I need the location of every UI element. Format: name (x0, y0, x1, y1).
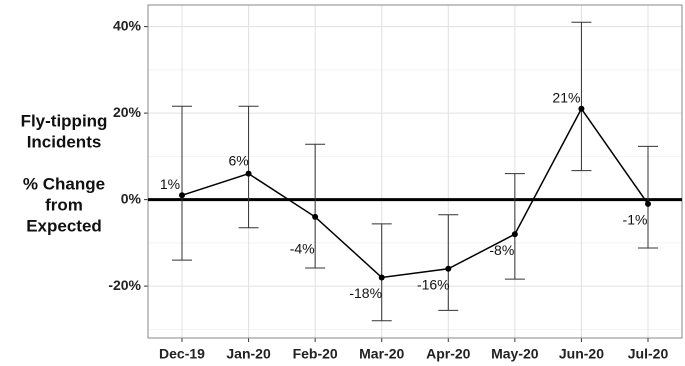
series-line (181, 107, 649, 279)
x-tick-label: Feb-20 (293, 346, 338, 362)
data-point (445, 265, 452, 272)
data-label: 1% (160, 176, 180, 192)
data-label: -8% (489, 242, 514, 258)
data-point (312, 213, 319, 220)
x-tick-label: Jun-20 (559, 346, 604, 362)
data-point (378, 274, 385, 281)
y-axis-label: Incidents (27, 132, 102, 151)
data-point (511, 231, 518, 238)
y-axis-label: from (45, 195, 83, 214)
x-tick-label: Jul-20 (628, 346, 669, 362)
y-tick-label: -20% (108, 277, 141, 293)
y-tick-label: 40% (113, 17, 142, 33)
x-tick-label: Apr-20 (426, 346, 471, 362)
x-tick-label: May-20 (491, 346, 539, 362)
x-tick-label: Jan-20 (226, 346, 271, 362)
data-label: -16% (417, 277, 450, 293)
y-axis-label: Fly-tipping (21, 111, 108, 130)
data-point (245, 170, 252, 177)
data-point (645, 200, 651, 207)
y-tick-label: 20% (113, 104, 142, 120)
data-point (578, 105, 585, 112)
y-axis-label: Expected (26, 216, 102, 235)
x-tick-label: Mar-20 (359, 346, 404, 362)
y-tick-label: 0% (121, 190, 142, 206)
data-label: -4% (290, 241, 315, 257)
data-label: -1% (623, 212, 648, 228)
data-label: 21% (552, 89, 580, 105)
y-axis-label: % Change (23, 174, 105, 193)
data-label: -18% (349, 285, 382, 301)
x-tick-label: Dec-19 (159, 346, 205, 362)
data-label: 6% (228, 152, 248, 168)
data-point (179, 192, 185, 199)
panel-background (148, 5, 682, 338)
panel-border (147, 4, 683, 339)
